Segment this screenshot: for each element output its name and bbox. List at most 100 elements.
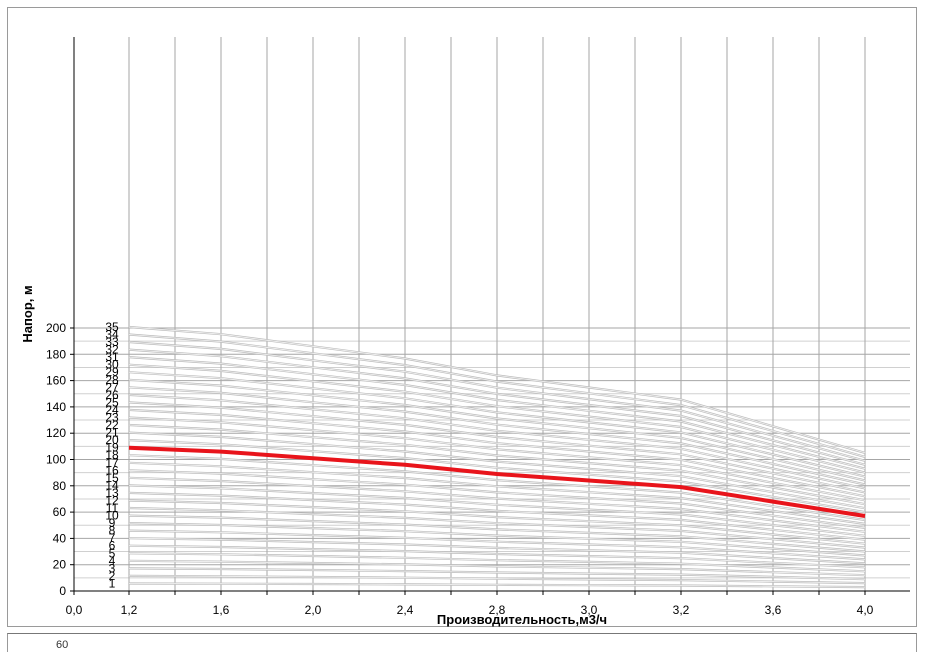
- curve-label: 29: [105, 365, 119, 379]
- stage-curve-inner-24: [128, 409, 866, 497]
- y-tick-label: 200: [46, 321, 66, 335]
- stage-curve-inner-26: [128, 394, 866, 489]
- curve-label: 16: [105, 463, 119, 477]
- y-tick-label: 100: [46, 453, 66, 467]
- curve-label: 19: [105, 441, 119, 455]
- x-tick-label: 1,2: [121, 603, 138, 617]
- stage-curve-inner-31: [128, 356, 866, 470]
- stage-curve-inner-9: [128, 522, 866, 556]
- curve-label: 25: [105, 395, 119, 409]
- y-tick-label: 140: [46, 400, 66, 414]
- curve-label: 20: [105, 433, 119, 447]
- y-tick-label: 60: [53, 505, 67, 519]
- x-tick-label: 1,6: [213, 603, 230, 617]
- curve-label: 21: [105, 426, 119, 440]
- highlighted-curve-19: [128, 445, 866, 518]
- curve-label: 17: [105, 456, 119, 470]
- stage-curve-inner-17: [128, 462, 866, 525]
- stage-curve-inner-29: [128, 371, 866, 477]
- bottom-strip: 60: [7, 633, 917, 652]
- curve-label: 34: [105, 328, 119, 342]
- x-tick-label: 2,8: [489, 603, 506, 617]
- stage-curve-inner-11: [128, 507, 866, 548]
- curve-label: 14: [105, 478, 119, 492]
- curve-label: 28: [105, 373, 119, 387]
- stage-curve-inner-14: [128, 485, 866, 537]
- x-axis-title: Производительность,м3/ч: [437, 612, 607, 627]
- stage-curve-inner-32: [128, 349, 866, 466]
- y-tick-label: 40: [53, 531, 67, 545]
- curve-label: 2: [109, 569, 116, 583]
- curve-label: 33: [105, 335, 119, 349]
- stage-curve-inner-21: [128, 432, 866, 509]
- stage-curve-inner-13: [128, 492, 866, 541]
- curve-label: 4: [109, 554, 116, 568]
- stage-curve-inner-12: [128, 500, 866, 545]
- stage-curve-inner-34: [128, 334, 866, 458]
- curve-label: 26: [105, 388, 119, 402]
- curve-labels: 1234567891011121314151617181920212223242…: [105, 320, 119, 591]
- curve-label: 31: [105, 350, 119, 364]
- curve-label: 9: [109, 516, 116, 530]
- y-tick-label: 180: [46, 347, 66, 361]
- stage-curve-inner-27: [128, 386, 866, 485]
- stage-curve-inner-8: [128, 530, 866, 560]
- stage-curve-inner-28: [128, 379, 866, 481]
- curve-label: 12: [105, 494, 119, 508]
- y-tick-label: 20: [53, 558, 67, 572]
- stage-curve-inner-2: [128, 575, 866, 584]
- curve-label: 6: [109, 539, 116, 553]
- stage-curve-inner-1: [128, 583, 866, 588]
- stage-curve-inner-22: [128, 424, 866, 505]
- highlighted-curve: [128, 445, 866, 518]
- x-tick-label: 3,0: [581, 603, 598, 617]
- stage-curve-inner-3: [128, 568, 866, 580]
- curve-label: 1: [109, 577, 116, 591]
- curve-label: 7: [109, 531, 116, 545]
- curve-label: 13: [105, 486, 119, 500]
- curve-label: 10: [105, 509, 119, 523]
- curve-label: 18: [105, 448, 119, 462]
- x-tick-label: 0,0: [66, 603, 83, 617]
- stage-curve-inner-18: [128, 454, 866, 521]
- curve-label: 30: [105, 358, 119, 372]
- stage-curve-inner-15: [128, 477, 866, 533]
- curve-label: 32: [105, 343, 119, 357]
- stage-curve-inner-4: [128, 560, 866, 576]
- stage-curve-inner-35: [128, 326, 866, 454]
- curve-label: 22: [105, 418, 119, 432]
- x-tick-label: 2,4: [397, 603, 414, 617]
- stage-curve-inner-7: [128, 537, 866, 564]
- curve-label: 8: [109, 524, 116, 538]
- curve-label: 27: [105, 380, 119, 394]
- y-tick-label: 160: [46, 374, 66, 388]
- stage-curve-inner-10: [128, 515, 866, 552]
- stage-curve-inner-33: [128, 341, 866, 462]
- curve-label: 15: [105, 471, 119, 485]
- stage-curve-inner-16: [128, 469, 866, 529]
- y-axis-title: Напор, м: [20, 285, 35, 342]
- stage-curve-inner-6: [128, 545, 866, 568]
- stage-curve-inner-30: [128, 364, 866, 473]
- y-tick-label: 0: [59, 584, 66, 598]
- x-tick-label: 3,2: [673, 603, 690, 617]
- chart-frame: 0 20 40 60 80 100 120 140 160 180 200 0,0 1,2 1,6 2,0 2…: [7, 7, 917, 627]
- curve-label: 3: [109, 561, 116, 575]
- curve-label: 24: [105, 403, 119, 417]
- x-tick-label: 4,0: [857, 603, 874, 617]
- bottom-strip-text: 60: [56, 639, 69, 651]
- stage-curve-inner-25: [128, 402, 866, 493]
- y-tick-label: 80: [53, 479, 67, 493]
- curve-label: 5: [109, 546, 116, 560]
- curve-label: 11: [106, 501, 119, 515]
- curve-label: 35: [105, 320, 119, 334]
- stage-curve-inner-5: [128, 552, 866, 572]
- x-tick-label: 3,6: [765, 603, 782, 617]
- y-tick-label: 120: [46, 426, 66, 440]
- stage-curve-inner-20: [128, 439, 866, 513]
- x-tick-label: 2,0: [305, 603, 322, 617]
- stage-curve-inner-23: [128, 417, 866, 501]
- curve-label: 23: [105, 411, 119, 425]
